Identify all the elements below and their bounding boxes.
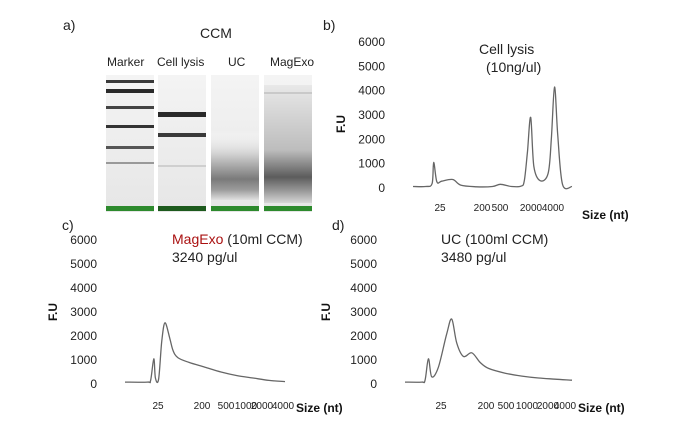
x-tick-label: 200	[194, 401, 211, 412]
x-tick-label: 1000	[235, 401, 258, 412]
y-tick-label: 1000	[350, 353, 377, 367]
x-tick-label: 500	[498, 401, 515, 412]
y-tick-label: 4000	[350, 281, 377, 295]
x-tick-label: 4000	[554, 401, 577, 412]
y-tick-label: 5000	[358, 59, 385, 73]
series-line-b	[412, 86, 573, 190]
x-tick-label: 2000	[520, 203, 543, 214]
y-tick-label: 5000	[70, 257, 97, 271]
y-tick-label: 6000	[350, 233, 377, 247]
y-tick-label: 0	[90, 377, 97, 391]
annotation-d-line1: UC (100ml CCM)	[441, 231, 548, 247]
y-axis-label-d: F.U	[319, 303, 333, 321]
x-tick-label: 500	[492, 203, 509, 214]
y-tick-label: 3000	[350, 305, 377, 319]
panel-label-d: d)	[332, 217, 344, 233]
x-axis-label-c: Size (nt)	[296, 401, 343, 415]
annotation-d-line2: 3480 pg/ul	[441, 249, 506, 265]
y-ticks-c: 0 1000 2000 3000 4000 5000 6000	[70, 233, 97, 391]
y-axis-label-c: F.U	[46, 303, 60, 321]
x-tick-label: 25	[152, 401, 164, 412]
x-tick-label: 25	[435, 401, 447, 412]
y-tick-label: 2000	[350, 329, 377, 343]
series-line-c	[124, 322, 286, 384]
x-ticks-b: 25 200 500 2000 4000	[434, 203, 564, 214]
x-tick-label: 200	[478, 401, 495, 412]
x-tick-label: 2000	[251, 401, 274, 412]
lane-label-uc: UC	[228, 55, 246, 69]
gel-lane-marker	[106, 75, 154, 212]
annotation-c-line1: MagExo (10ml CCM)	[172, 231, 303, 247]
y-tick-label: 4000	[358, 84, 385, 98]
y-tick-label: 0	[370, 377, 377, 391]
y-tick-label: 2000	[358, 132, 385, 146]
y-tick-label: 1000	[358, 157, 385, 171]
x-tick-label: 4000	[272, 401, 295, 412]
y-axis-label-b: F.U	[334, 115, 348, 133]
lane-label-magexo: MagExo	[270, 55, 314, 69]
gel-lane-cell-lysis	[158, 75, 206, 212]
gel-lane-uc	[211, 75, 259, 212]
x-tick-label: 2000	[537, 401, 560, 412]
panel-label-a: a)	[63, 17, 75, 33]
y-tick-label: 3000	[70, 305, 97, 319]
y-tick-label: 6000	[358, 35, 385, 49]
lane-label-marker: Marker	[107, 55, 144, 69]
panel-label-b: b)	[323, 17, 335, 33]
x-tick-label: 200	[474, 203, 491, 214]
annotation-c-rest: (10ml CCM)	[223, 231, 302, 247]
annotation-c-line2: 3240 pg/ul	[172, 249, 237, 265]
series-line-d	[404, 318, 573, 384]
lane-label-cell-lysis: Cell lysis	[157, 55, 204, 69]
y-tick-label: 0	[378, 181, 385, 195]
y-tick-label: 3000	[358, 108, 385, 122]
panel-label-c: c)	[62, 217, 74, 233]
y-tick-label: 5000	[350, 257, 377, 271]
annotation-c-highlight: MagExo	[172, 231, 224, 247]
y-ticks-d: 0 1000 2000 3000 4000 5000 6000	[350, 233, 377, 391]
gel-title: CCM	[200, 25, 232, 41]
y-tick-label: 4000	[70, 281, 97, 295]
x-tick-label: 4000	[542, 203, 565, 214]
annotation-b-line2: (10ng/ul)	[486, 59, 541, 75]
y-tick-label: 1000	[70, 353, 97, 367]
x-axis-label-b: Size (nt)	[582, 208, 629, 222]
x-tick-label: 500	[218, 401, 235, 412]
x-tick-label: 25	[434, 203, 446, 214]
gel-lane-magexo	[264, 75, 312, 212]
x-axis-label-d: Size (nt)	[578, 401, 625, 415]
y-tick-label: 6000	[70, 233, 97, 247]
y-tick-label: 2000	[70, 329, 97, 343]
x-tick-label: 1000	[516, 401, 539, 412]
y-ticks-b: 0 1000 2000 3000 4000 5000 6000	[358, 35, 385, 195]
annotation-b-line1: Cell lysis	[479, 41, 534, 57]
panel-b-chart: b) F.U 0 1000 2000 3000 4000 5000 6000 Size (n…	[323, 17, 629, 222]
